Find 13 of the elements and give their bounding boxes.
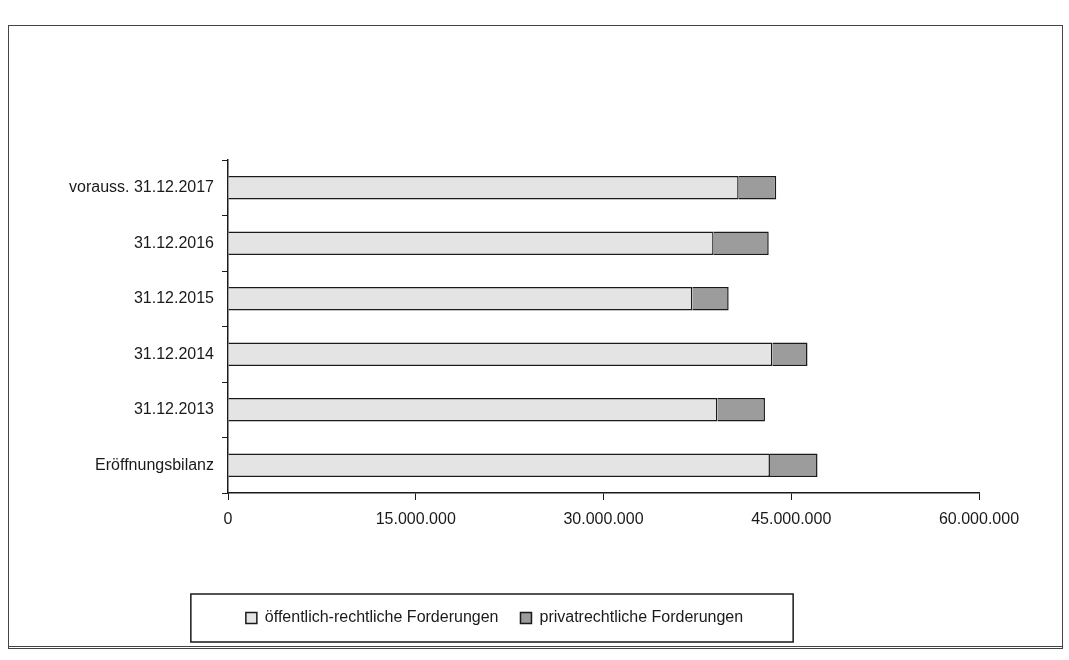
y-tick-label: 31.12.2013: [133, 400, 215, 418]
x-tick-label: 45.000.000: [751, 510, 832, 528]
legend-label: öffentlich-rechtliche Forderungen: [264, 608, 499, 626]
legend-label: privatrechtliche Forderungen: [539, 608, 744, 626]
y-tick-label: Eröffnungsbilanz: [95, 455, 214, 473]
y-tick-label: 31.12.2014: [133, 344, 215, 362]
y-tick-label: 31.12.2016: [133, 233, 215, 251]
x-tick-label: 60.000.000: [938, 510, 1020, 528]
y-tick-label: 31.12.2015: [133, 289, 215, 307]
x-tick-label: 15.000.000: [375, 510, 456, 528]
y-tick-label: vorauss. 31.12.2017: [69, 178, 215, 196]
x-tick-label: 30.000.000: [563, 510, 644, 528]
x-tick-label: 0: [223, 510, 233, 528]
